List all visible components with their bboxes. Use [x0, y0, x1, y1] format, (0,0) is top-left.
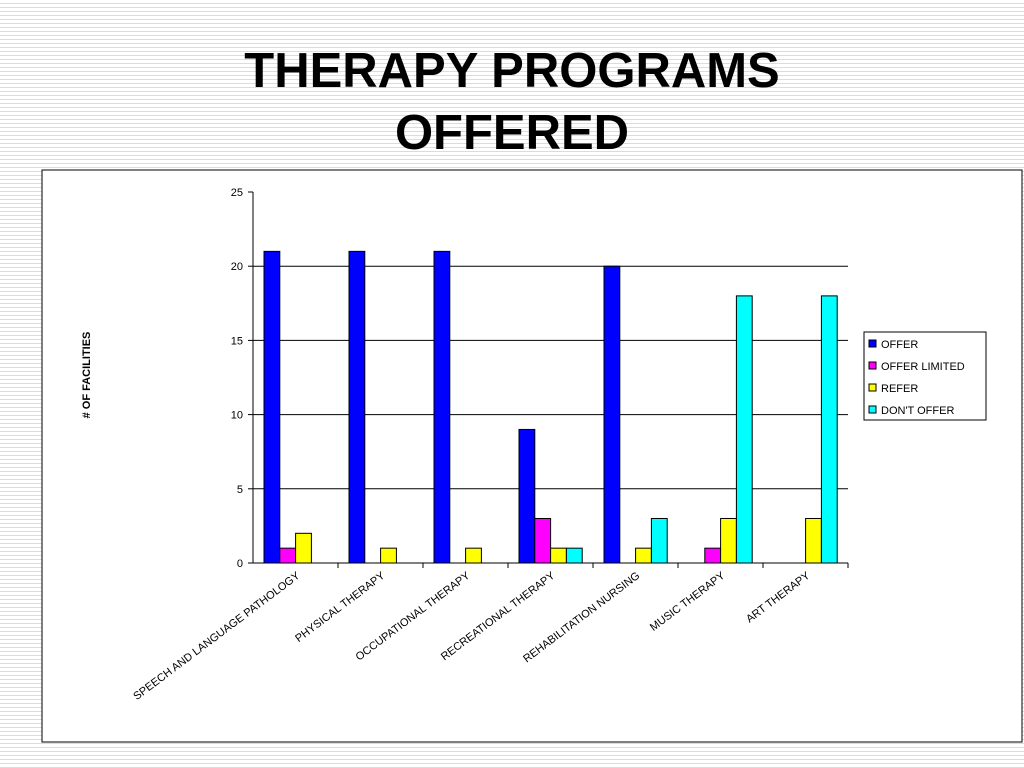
bar [518, 428, 536, 564]
y-tick-label: 10 [231, 410, 243, 422]
bar [635, 547, 652, 564]
bar [550, 547, 567, 564]
bar [820, 295, 838, 564]
bar [704, 547, 722, 564]
legend-swatch [868, 405, 877, 414]
y-tick-label: 25 [231, 187, 243, 199]
bar [720, 517, 737, 564]
legend-label: OFFER LIMITED [881, 361, 965, 373]
y-tick-label: 5 [237, 484, 243, 496]
bar [603, 265, 621, 564]
y-tick-label: 0 [237, 558, 243, 570]
bar [650, 517, 668, 564]
bar [348, 250, 366, 564]
bar [263, 250, 281, 564]
legend-label: OFFER [881, 339, 918, 351]
bar [534, 517, 552, 564]
bar [279, 547, 297, 564]
bar [735, 295, 753, 564]
legend-label: DON'T OFFER [881, 405, 954, 417]
bar [295, 532, 312, 564]
legend-swatch [868, 383, 877, 392]
slide-title: THERAPY PROGRAMS OFFERED [244, 44, 780, 160]
legend-box [863, 331, 987, 421]
y-axis-label: # OF FACILITIES [81, 332, 93, 419]
bar [433, 250, 451, 564]
legend-swatch [868, 339, 877, 348]
y-tick-label: 20 [231, 261, 243, 273]
legend-swatch [868, 361, 877, 370]
bar [565, 547, 583, 564]
bar [465, 547, 482, 564]
y-tick-label: 15 [231, 335, 243, 347]
bar [380, 547, 397, 564]
legend-label: REFER [881, 383, 918, 395]
bar [805, 517, 822, 564]
